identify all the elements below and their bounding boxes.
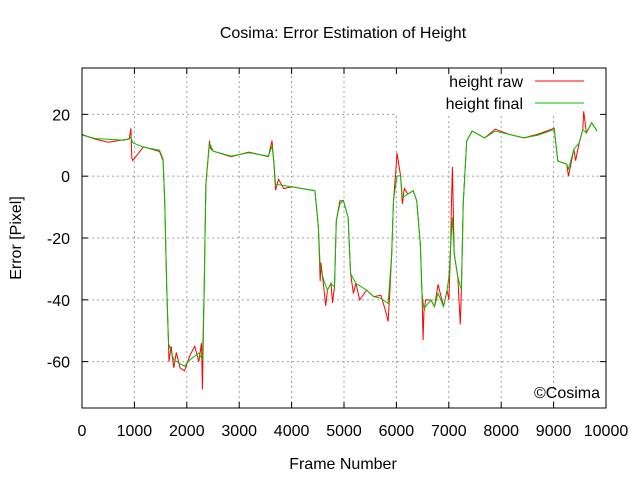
x-tick-label: 0 (78, 423, 87, 440)
series-line-height-raw (81, 111, 598, 390)
copyright-annotation: ©Cosima (534, 385, 600, 402)
x-tick-label: 2000 (169, 423, 205, 440)
chart-title: Cosima: Error Estimation of Height (220, 25, 467, 42)
x-tick-label: 4000 (274, 423, 310, 440)
y-axis-ticks: -60 -40 -20 0 20 (47, 107, 606, 372)
x-tick-label: 10000 (584, 423, 629, 440)
x-tick-label: 9000 (536, 423, 572, 440)
legend-background (397, 69, 605, 112)
x-tick-label: 3000 (221, 423, 257, 440)
y-tick-label: -40 (47, 293, 70, 310)
series-line-height-final (81, 121, 598, 367)
y-tick-label: 20 (52, 107, 70, 124)
y-tick-label: 0 (61, 169, 70, 186)
x-axis-label: Frame Number (289, 456, 397, 473)
y-tick-label: -20 (47, 231, 70, 248)
y-axis-label: Error [Pixel] (8, 196, 25, 280)
legend-label-raw: height raw (449, 74, 523, 91)
x-tick-label: 7000 (431, 423, 467, 440)
y-tick-label: -60 (47, 355, 70, 372)
x-tick-label: 6000 (379, 423, 415, 440)
x-tick-label: 1000 (117, 423, 153, 440)
legend: height raw height final (446, 74, 584, 113)
x-axis-ticks: 0 1000 2000 3000 4000 5000 6000 7000 8000 9000 100… (78, 68, 629, 440)
series-group (81, 111, 598, 390)
x-tick-label: 5000 (326, 423, 362, 440)
legend-label-final: height final (446, 96, 523, 113)
x-tick-label: 8000 (483, 423, 519, 440)
grid (82, 68, 606, 408)
